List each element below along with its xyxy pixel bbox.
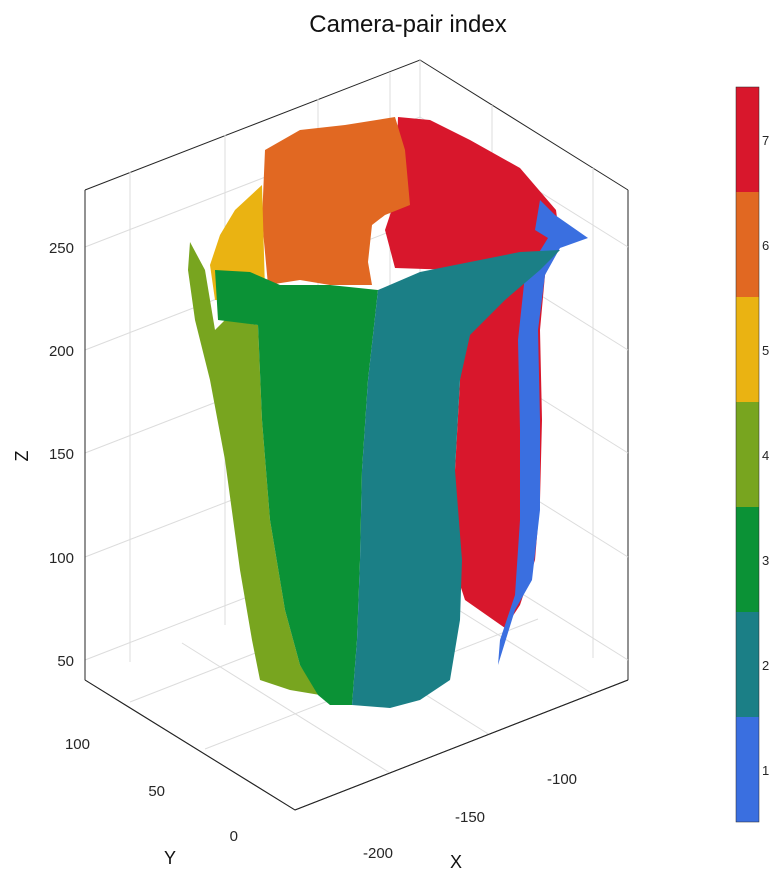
colorbar-tick-5: 5	[762, 343, 769, 358]
colorbar-segment-4	[736, 402, 759, 507]
x-tick-labels: -100 -150 -200	[363, 771, 577, 862]
surface-camera-pair-7	[385, 117, 560, 628]
z-tick-150: 150	[49, 446, 74, 463]
y-axis-label: Y	[164, 848, 176, 868]
colorbar-frame	[735, 86, 760, 823]
z-tick-200: 200	[49, 343, 74, 360]
colorbar-tick-1: 1	[762, 763, 769, 778]
colorbar-segment-7	[736, 87, 759, 192]
colorbar-tick-6: 6	[762, 238, 769, 253]
surface-camera-pair-6	[262, 117, 410, 285]
axes-front	[84, 190, 629, 811]
x-tick-minus150: -150	[455, 809, 485, 826]
y-tick-100: 100	[65, 736, 90, 753]
colorbar-segment-6	[736, 192, 759, 297]
surface-camera-pair-4	[188, 242, 320, 695]
colorbar-tick-4: 4	[762, 448, 769, 463]
surface-camera-pair-1	[498, 200, 588, 665]
x-tick-minus100: -100	[547, 771, 577, 788]
x-tick-minus200: -200	[363, 845, 393, 862]
z-tick-100: 100	[49, 550, 74, 567]
gridline-floor-x-minus200	[181, 642, 391, 774]
z-tick-labels: 250 200 150 100 50	[49, 240, 74, 670]
z-axis-label: Z	[12, 451, 32, 462]
colorbar: 7 6 5 4 3 2 1	[735, 86, 769, 823]
y-tick-0: 0	[230, 828, 238, 845]
colorbar-segment-2	[736, 612, 759, 717]
colorbar-tick-7: 7	[762, 133, 769, 148]
colorbar-tick-2: 2	[762, 658, 769, 673]
surfaces	[188, 117, 588, 708]
z-tick-250: 250	[49, 240, 74, 257]
chart-title: Camera-pair index	[309, 11, 506, 38]
surface-camera-pair-2	[352, 250, 560, 708]
colorbar-segment-3	[736, 507, 759, 612]
x-axis-label: X	[450, 852, 462, 872]
colorbar-tick-3: 3	[762, 553, 769, 568]
y-tick-50: 50	[148, 783, 165, 800]
y-axis-line	[84, 679, 296, 811]
x-axis-line	[294, 679, 629, 811]
colorbar-segment-1	[736, 717, 759, 822]
surface-camera-pair-3	[215, 270, 378, 705]
z-tick-50: 50	[57, 653, 74, 670]
colorbar-segment-5	[736, 297, 759, 402]
y-tick-labels: 100 50 0	[65, 736, 238, 845]
